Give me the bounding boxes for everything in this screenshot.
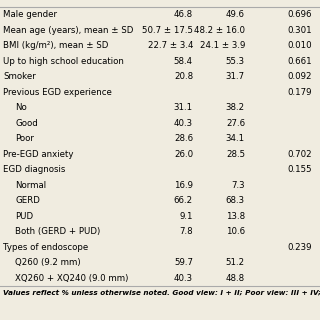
Text: 0.661: 0.661 <box>287 57 312 66</box>
Text: 9.1: 9.1 <box>180 212 193 221</box>
Text: 48.2 ± 16.0: 48.2 ± 16.0 <box>194 26 245 35</box>
Text: 0.010: 0.010 <box>287 41 312 50</box>
Text: 55.3: 55.3 <box>226 57 245 66</box>
Text: 0.702: 0.702 <box>287 150 312 159</box>
Text: 13.8: 13.8 <box>226 212 245 221</box>
Text: 16.9: 16.9 <box>174 181 193 190</box>
Text: 59.7: 59.7 <box>174 258 193 267</box>
Text: 28.5: 28.5 <box>226 150 245 159</box>
Text: 22.7 ± 3.4: 22.7 ± 3.4 <box>148 41 193 50</box>
Text: 46.8: 46.8 <box>174 10 193 19</box>
Text: Previous EGD experience: Previous EGD experience <box>3 88 112 97</box>
Text: 50.7 ± 17.5: 50.7 ± 17.5 <box>142 26 193 35</box>
Text: 7.3: 7.3 <box>231 181 245 190</box>
Text: Both (GERD + PUD): Both (GERD + PUD) <box>15 227 100 236</box>
Text: 0.696: 0.696 <box>287 10 312 19</box>
Text: Normal: Normal <box>15 181 46 190</box>
Text: 40.3: 40.3 <box>174 274 193 283</box>
Text: Up to high school education: Up to high school education <box>3 57 124 66</box>
Text: 0.092: 0.092 <box>287 72 312 81</box>
Text: 66.2: 66.2 <box>174 196 193 205</box>
Text: 49.6: 49.6 <box>226 10 245 19</box>
Text: 40.3: 40.3 <box>174 119 193 128</box>
Text: XQ260 + XQ240 (9.0 mm): XQ260 + XQ240 (9.0 mm) <box>15 274 128 283</box>
Text: 26.0: 26.0 <box>174 150 193 159</box>
Text: 31.7: 31.7 <box>226 72 245 81</box>
Text: 68.3: 68.3 <box>226 196 245 205</box>
Text: 38.2: 38.2 <box>226 103 245 112</box>
Text: GERD: GERD <box>15 196 40 205</box>
Text: No: No <box>15 103 27 112</box>
Text: Values reflect % unless otherwise noted. Good view: I + II; Poor view: III + IV;: Values reflect % unless otherwise noted.… <box>3 290 320 296</box>
Text: 10.6: 10.6 <box>226 227 245 236</box>
Text: EGD diagnosis: EGD diagnosis <box>3 165 65 174</box>
Text: Poor: Poor <box>15 134 34 143</box>
Text: Male gender: Male gender <box>3 10 57 19</box>
Text: 34.1: 34.1 <box>226 134 245 143</box>
Text: PUD: PUD <box>15 212 33 221</box>
Text: 51.2: 51.2 <box>226 258 245 267</box>
Text: BMI (kg/m²), mean ± SD: BMI (kg/m²), mean ± SD <box>3 41 108 50</box>
Text: 0.239: 0.239 <box>287 243 312 252</box>
Text: Mean age (years), mean ± SD: Mean age (years), mean ± SD <box>3 26 133 35</box>
Text: Pre-EGD anxiety: Pre-EGD anxiety <box>3 150 74 159</box>
Text: 58.4: 58.4 <box>174 57 193 66</box>
Text: 0.301: 0.301 <box>287 26 312 35</box>
Text: 48.8: 48.8 <box>226 274 245 283</box>
Text: 0.155: 0.155 <box>287 165 312 174</box>
Text: Q260 (9.2 mm): Q260 (9.2 mm) <box>15 258 81 267</box>
Text: 20.8: 20.8 <box>174 72 193 81</box>
Text: 7.8: 7.8 <box>180 227 193 236</box>
Text: Types of endoscope: Types of endoscope <box>3 243 88 252</box>
Text: 0.179: 0.179 <box>287 88 312 97</box>
Text: 24.1 ± 3.9: 24.1 ± 3.9 <box>200 41 245 50</box>
Text: 28.6: 28.6 <box>174 134 193 143</box>
Text: 31.1: 31.1 <box>174 103 193 112</box>
Text: 27.6: 27.6 <box>226 119 245 128</box>
Text: Good: Good <box>15 119 38 128</box>
Text: Smoker: Smoker <box>3 72 36 81</box>
